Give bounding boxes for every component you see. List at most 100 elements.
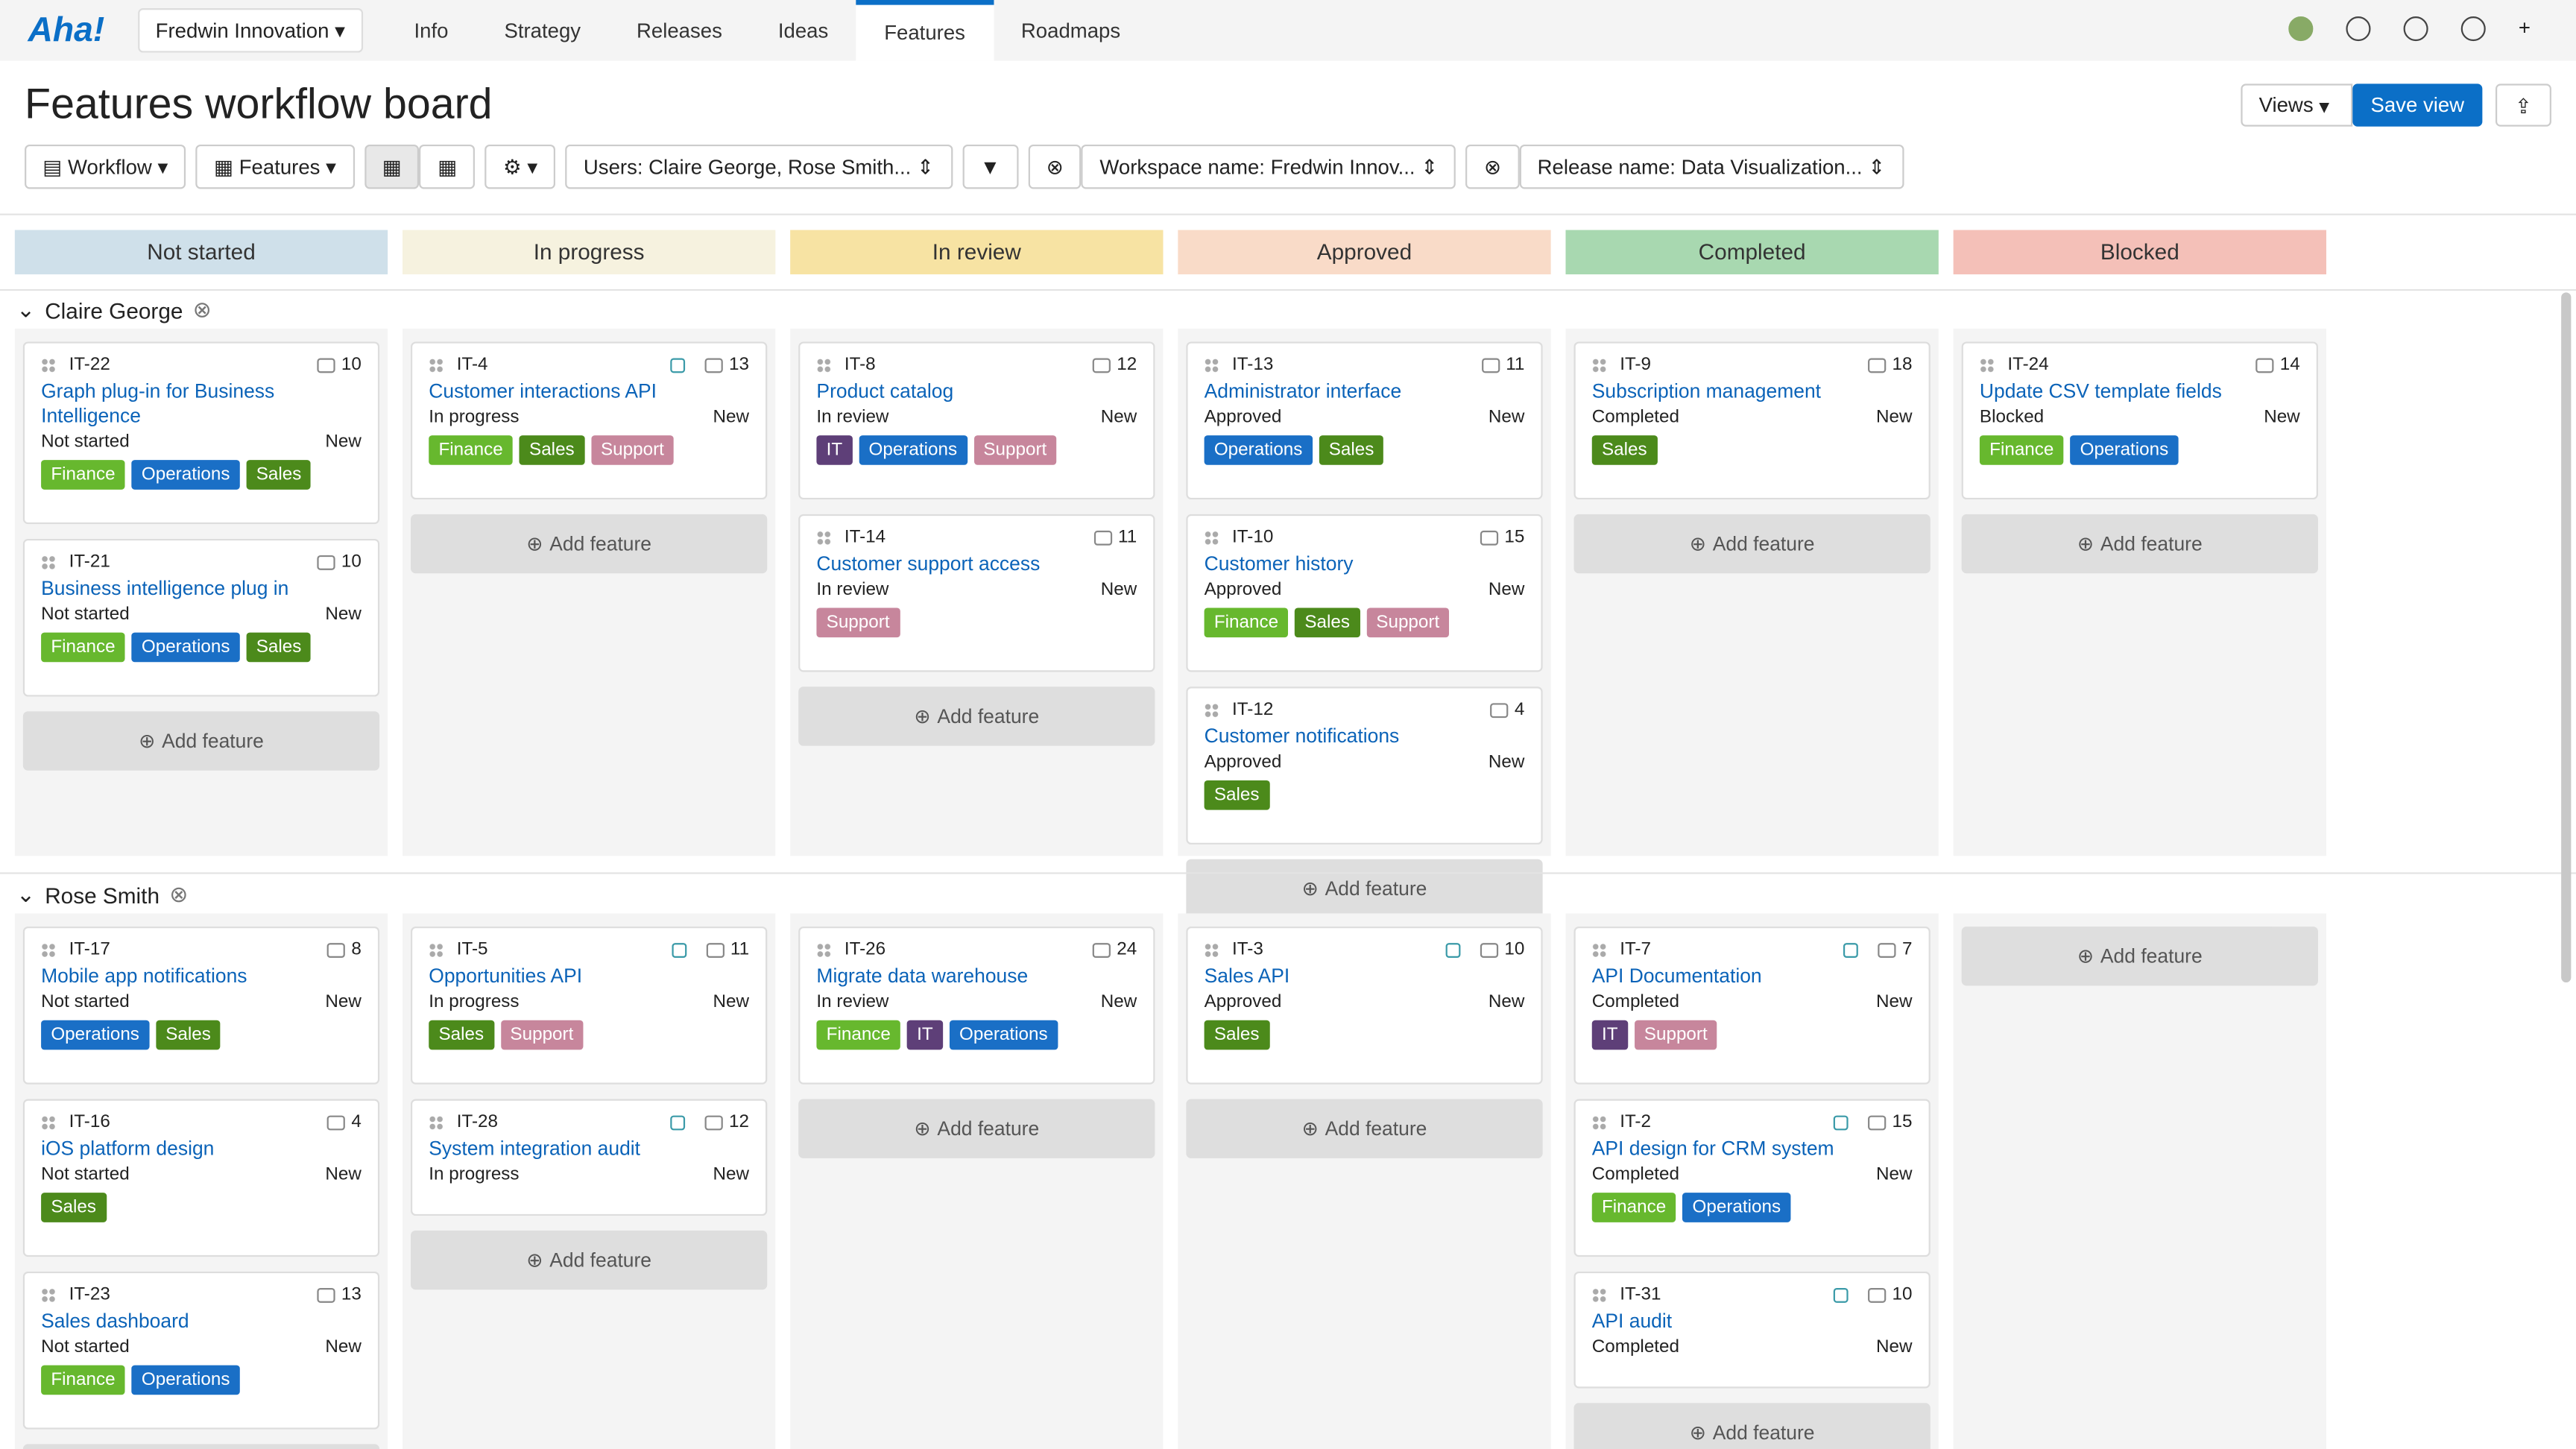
- comment-icon[interactable]: [1480, 529, 1498, 545]
- tag[interactable]: IT: [1591, 1020, 1628, 1050]
- group-header[interactable]: ⌄ Claire George ⊗: [16, 297, 212, 323]
- feature-title[interactable]: API audit: [1591, 1309, 1673, 1333]
- comment-icon[interactable]: [316, 1287, 335, 1302]
- feature-title[interactable]: iOS platform design: [41, 1137, 215, 1161]
- drag-handle[interactable]: [1591, 1287, 1607, 1302]
- tag[interactable]: Sales: [155, 1020, 221, 1050]
- tag[interactable]: Sales: [1319, 435, 1384, 465]
- hierarchy-icon[interactable]: [669, 357, 685, 373]
- add-feature-button[interactable]: ⊕Add feature: [1186, 1099, 1543, 1158]
- feature-card[interactable]: IT-31 10 API audit Completed New: [1573, 1271, 1931, 1389]
- comment-count[interactable]: 4: [351, 1112, 362, 1132]
- comment-icon[interactable]: [2255, 357, 2273, 373]
- users-filter[interactable]: Users: Claire George, Rose Smith... ⇕: [565, 144, 953, 189]
- tag[interactable]: Operations: [41, 1020, 150, 1050]
- feature-title[interactable]: Sales API: [1204, 964, 1290, 988]
- tag[interactable]: Operations: [131, 632, 240, 663]
- feature-id[interactable]: IT-22: [69, 355, 110, 375]
- collapse-icon[interactable]: ⌄: [16, 882, 35, 907]
- hierarchy-icon[interactable]: [1843, 942, 1858, 957]
- comment-count[interactable]: 10: [341, 552, 362, 572]
- tag[interactable]: Sales: [246, 460, 312, 490]
- add-feature-button[interactable]: ⊕ Add feature: [1573, 514, 1931, 574]
- feature-id[interactable]: IT-24: [2007, 355, 2049, 375]
- feature-title[interactable]: Customer history: [1204, 552, 1354, 575]
- add-icon[interactable]: ⊕: [526, 1248, 543, 1272]
- workflow-label[interactable]: Workflow: [68, 155, 152, 179]
- release-filter[interactable]: Release name: Data Visualization... ⇕: [1519, 144, 1904, 189]
- drag-handle[interactable]: [1591, 1114, 1607, 1130]
- comment-count[interactable]: 15: [1892, 1112, 1913, 1132]
- feature-title[interactable]: Opportunities API: [429, 964, 583, 988]
- feature-card[interactable]: IT-14 11 Customer support access In review N…: [798, 514, 1155, 672]
- add-icon[interactable]: ⊕: [1301, 1117, 1319, 1140]
- collapse-icon[interactable]: ⌄: [16, 297, 35, 322]
- add-feature-button[interactable]: ⊕Add feature: [1961, 926, 2318, 986]
- feature-title[interactable]: Graph plug-in for Business Intelligence: [41, 379, 275, 428]
- add-feature-label[interactable]: Add feature: [937, 704, 1040, 728]
- feature-card[interactable]: IT-7 7 API Documentation Completed New IT Supp…: [1573, 926, 1931, 1085]
- feature-card[interactable]: IT-28 12 System integration audit In progre…: [411, 1099, 768, 1216]
- tag[interactable]: Finance: [1204, 607, 1289, 638]
- feature-id[interactable]: IT-28: [456, 1112, 499, 1132]
- comment-count[interactable]: 11: [730, 939, 750, 960]
- add-icon[interactable]: ⊕: [1689, 532, 1706, 555]
- list-view-button[interactable]: ▦: [419, 144, 476, 189]
- nav-tab[interactable]: Info: [414, 19, 449, 42]
- comment-icon[interactable]: [704, 357, 723, 373]
- feature-title[interactable]: Migrate data warehouse: [816, 964, 1029, 988]
- feature-id[interactable]: IT-10: [1232, 527, 1274, 547]
- add-icon[interactable]: +: [2518, 16, 2531, 40]
- avatar[interactable]: [2288, 16, 2314, 42]
- feature-card[interactable]: IT-23 13 Sales dashboard Not started New Fina…: [22, 1271, 380, 1430]
- tag[interactable]: IT: [906, 1020, 943, 1050]
- feature-card[interactable]: IT-10 15 Customer history Approved New Financ…: [1186, 514, 1543, 672]
- nav-tab[interactable]: Roadmaps: [1020, 19, 1121, 42]
- nav-tab[interactable]: Strategy: [504, 19, 581, 42]
- add-feature-label[interactable]: Add feature: [1712, 1421, 1815, 1445]
- feature-id[interactable]: IT-3: [1232, 939, 1263, 960]
- tag[interactable]: Finance: [1979, 435, 2064, 465]
- share-button[interactable]: ⇪: [2495, 83, 2551, 127]
- tag[interactable]: Operations: [131, 460, 240, 490]
- feature-id[interactable]: IT-16: [69, 1112, 110, 1132]
- comment-icon[interactable]: [1877, 942, 1896, 957]
- add-icon[interactable]: ⊕: [1689, 1421, 1706, 1445]
- workflow-button[interactable]: ▤ Workflow ▾: [25, 144, 186, 189]
- feature-card[interactable]: IT-8 12 Product catalog In review New IT Opera…: [798, 341, 1155, 500]
- group-name[interactable]: Rose Smith: [45, 883, 160, 908]
- feature-card[interactable]: IT-24 14 Update CSV template fields Blocked…: [1961, 341, 2318, 500]
- comment-icon[interactable]: [316, 554, 335, 569]
- tag[interactable]: Operations: [949, 1020, 1058, 1050]
- feature-id[interactable]: IT-21: [69, 552, 110, 572]
- drag-handle[interactable]: [1204, 529, 1219, 545]
- hierarchy-icon[interactable]: [671, 942, 686, 957]
- tag[interactable]: Operations: [1682, 1193, 1791, 1222]
- tag[interactable]: Operations: [1204, 435, 1313, 465]
- users-filter-label[interactable]: Users: Claire George, Rose Smith...: [583, 155, 912, 179]
- add-feature-label[interactable]: Add feature: [549, 532, 652, 555]
- comment-icon[interactable]: [1489, 702, 1509, 718]
- comment-count[interactable]: 11: [1118, 527, 1137, 547]
- add-feature-button[interactable]: ⊕Add feature: [22, 711, 380, 771]
- filter-button[interactable]: ▼: [962, 144, 1019, 189]
- add-feature-label[interactable]: Add feature: [549, 1248, 652, 1272]
- clear-icon[interactable]: ⊗: [192, 297, 212, 322]
- drag-handle[interactable]: [816, 357, 832, 373]
- feature-id[interactable]: IT-12: [1232, 699, 1274, 720]
- add-feature-label[interactable]: Add feature: [1712, 532, 1815, 555]
- add-feature-button[interactable]: ⊕Add feature: [1186, 859, 1543, 919]
- feature-id[interactable]: IT-8: [844, 355, 876, 375]
- feature-title[interactable]: Customer support access: [816, 552, 1041, 575]
- tag[interactable]: Support: [973, 435, 1057, 465]
- comment-count[interactable]: 10: [1892, 1284, 1913, 1305]
- feature-title[interactable]: Customer interactions API: [429, 379, 657, 402]
- tag[interactable]: Support: [1634, 1020, 1717, 1050]
- feature-id[interactable]: IT-26: [844, 939, 886, 960]
- tag[interactable]: Support: [1366, 607, 1450, 638]
- add-feature-label[interactable]: Add feature: [2100, 944, 2203, 968]
- comment-icon[interactable]: [316, 357, 335, 373]
- tag[interactable]: Operations: [2070, 435, 2179, 465]
- tag[interactable]: Sales: [41, 1193, 107, 1222]
- group-header[interactable]: ⌄ Rose Smith ⊗: [16, 883, 188, 909]
